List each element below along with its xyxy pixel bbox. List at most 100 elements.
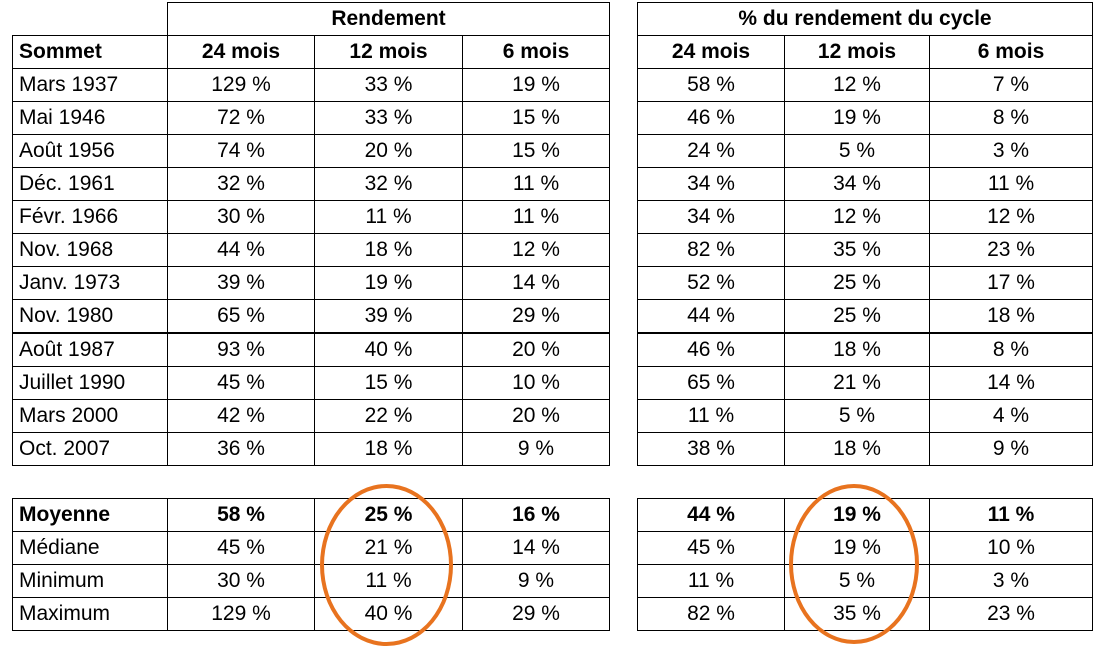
pct-cell-24m: 34 %	[637, 200, 785, 234]
cycle-percentage-table: % du rendement du cycle 24 mois 12 mois …	[637, 2, 1093, 466]
rend-cell-12m: 22 %	[314, 399, 463, 433]
period-header-24m: 24 mois	[637, 35, 785, 69]
column-header-row: 24 mois 12 mois 6 mois	[637, 35, 1093, 69]
row-label: Déc. 1961	[12, 167, 168, 201]
table-row: Nov. 1980 65 % 39 % 29 %	[12, 299, 610, 334]
pct-cell-12m: 18 %	[784, 332, 930, 367]
pct-cell-12m: 12 %	[784, 68, 930, 102]
row-label: Mars 2000	[12, 399, 168, 433]
highlight-oval-returns-12m	[320, 484, 453, 646]
rend-cell-6m: 11 %	[462, 200, 610, 234]
rend-cell-24m: 32 %	[167, 167, 315, 201]
rend-cell-24m: 74 %	[167, 134, 315, 168]
pct-cell-6m: 18 %	[929, 299, 1093, 334]
rend-cell-24m: 65 %	[167, 299, 315, 334]
table-row: Mars 1937 129 % 33 % 19 %	[12, 68, 610, 102]
pct-cell-24m: 38 %	[637, 432, 785, 466]
table-row: Févr. 1966 30 % 11 % 11 %	[12, 200, 610, 234]
group-header-row: % du rendement du cycle	[637, 2, 1093, 36]
pct-cell-12m: 34 %	[784, 167, 930, 201]
peak-column-header: Sommet	[12, 35, 168, 69]
rend-cell-12m: 20 %	[314, 134, 463, 168]
rend-cell-12m: 39 %	[314, 299, 463, 334]
pct-cell-6m: 9 %	[929, 432, 1093, 466]
pct-cell-12m: 5 %	[784, 399, 930, 433]
pct-cell-24m: 58 %	[637, 68, 785, 102]
rend-cell-6m: 29 %	[462, 597, 610, 631]
row-label: Nov. 1968	[12, 233, 168, 267]
pct-cell-24m: 24 %	[637, 134, 785, 168]
pct-cell-24m: 65 %	[637, 366, 785, 400]
table-row: Juillet 1990 45 % 15 % 10 %	[12, 366, 610, 400]
rend-cell-6m: 20 %	[462, 332, 610, 367]
table-row: 11 % 5 % 4 %	[637, 399, 1093, 433]
rend-cell-24m: 93 %	[167, 332, 315, 367]
period-header-24m: 24 mois	[167, 35, 315, 69]
rend-cell-24m: 129 %	[167, 597, 315, 631]
row-label: Mai 1946	[12, 101, 168, 135]
table-row: Déc. 1961 32 % 32 % 11 %	[12, 167, 610, 201]
rend-cell-24m: 44 %	[167, 233, 315, 267]
row-label: Maximum	[12, 597, 168, 631]
rend-cell-6m: 11 %	[462, 167, 610, 201]
returns-table: Rendement Sommet 24 mois 12 mois 6 mois …	[12, 2, 610, 466]
row-label: Minimum	[12, 564, 168, 598]
pct-cell-24m: 45 %	[637, 531, 785, 565]
table-row: Mars 2000 42 % 22 % 20 %	[12, 399, 610, 433]
rend-cell-6m: 16 %	[462, 498, 610, 532]
row-label: Mars 1937	[12, 68, 168, 102]
summary-row: Minimum 30 % 11 % 9 %	[12, 564, 610, 598]
row-label: Janv. 1973	[12, 266, 168, 300]
pct-cell-6m: 3 %	[929, 564, 1093, 598]
rend-cell-12m: 40 %	[314, 332, 463, 367]
rend-cell-6m: 15 %	[462, 134, 610, 168]
rend-cell-6m: 12 %	[462, 233, 610, 267]
cycle-group-header: % du rendement du cycle	[637, 2, 1093, 36]
row-label: Août 1956	[12, 134, 168, 168]
table-row: 58 % 12 % 7 %	[637, 68, 1093, 102]
rend-cell-24m: 30 %	[167, 200, 315, 234]
table-row: 38 % 18 % 9 %	[637, 432, 1093, 466]
period-header-6m: 6 mois	[929, 35, 1093, 69]
table-row: 46 % 19 % 8 %	[637, 101, 1093, 135]
pct-cell-6m: 8 %	[929, 101, 1093, 135]
rend-cell-12m: 33 %	[314, 68, 463, 102]
row-label: Août 1987	[12, 332, 168, 367]
highlight-oval-cycle-12m	[789, 484, 919, 644]
pct-cell-24m: 44 %	[637, 498, 785, 532]
rend-cell-12m: 11 %	[314, 200, 463, 234]
pct-cell-24m: 82 %	[637, 597, 785, 631]
pct-cell-6m: 11 %	[929, 167, 1093, 201]
rend-cell-6m: 9 %	[462, 432, 610, 466]
pct-cell-12m: 12 %	[784, 200, 930, 234]
table-row: 34 % 12 % 12 %	[637, 200, 1093, 234]
period-header-12m: 12 mois	[784, 35, 930, 69]
rend-cell-6m: 9 %	[462, 564, 610, 598]
rend-cell-24m: 36 %	[167, 432, 315, 466]
table-row: 82 % 35 % 23 %	[637, 233, 1093, 267]
rend-cell-12m: 15 %	[314, 366, 463, 400]
pct-cell-6m: 7 %	[929, 68, 1093, 102]
returns-summary-table: Moyenne 58 % 25 % 16 % Médiane 45 % 21 % 14 % Mi…	[12, 498, 610, 631]
row-label: Juillet 1990	[12, 366, 168, 400]
rend-cell-12m: 19 %	[314, 266, 463, 300]
table-row: Août 1956 74 % 20 % 15 %	[12, 134, 610, 168]
rend-cell-12m: 32 %	[314, 167, 463, 201]
pct-cell-6m: 17 %	[929, 266, 1093, 300]
pct-cell-12m: 19 %	[784, 101, 930, 135]
table-row: Août 1987 93 % 40 % 20 %	[12, 332, 610, 367]
returns-group-header: Rendement	[167, 2, 610, 36]
row-label: Nov. 1980	[12, 299, 168, 334]
rend-cell-12m: 18 %	[314, 233, 463, 267]
rend-cell-6m: 15 %	[462, 101, 610, 135]
pct-cell-24m: 11 %	[637, 399, 785, 433]
rend-cell-6m: 19 %	[462, 68, 610, 102]
group-header-row: Rendement	[13, 2, 610, 36]
pct-cell-24m: 34 %	[637, 167, 785, 201]
rend-cell-24m: 45 %	[167, 531, 315, 565]
rend-cell-24m: 129 %	[167, 68, 315, 102]
rend-cell-6m: 20 %	[462, 399, 610, 433]
pct-cell-24m: 46 %	[637, 332, 785, 367]
pct-cell-24m: 52 %	[637, 266, 785, 300]
table-row: Oct. 2007 36 % 18 % 9 %	[12, 432, 610, 466]
